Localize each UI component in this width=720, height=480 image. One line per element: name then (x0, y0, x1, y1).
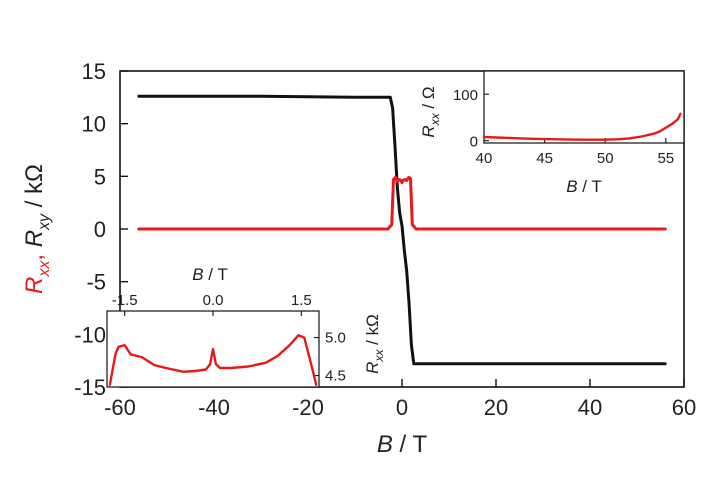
x-axis-unit: / T (393, 431, 428, 458)
main-x-tick-label: -60 (104, 395, 136, 420)
main-plot-frame (119, 70, 685, 388)
main-y-tick-label: 10 (82, 112, 106, 137)
main-y-tick-label: 15 (82, 59, 106, 84)
inset-low-field-x-tick-label: 1.5 (291, 292, 312, 309)
main-series-lines (137, 94, 667, 366)
y-axis-rxy-symbol: R (21, 230, 48, 247)
inset-low-field-x-unit: / T (204, 265, 228, 284)
inset-high-field-y-subscript: xx (428, 112, 442, 126)
y-axis-rxx-symbol: R (21, 277, 48, 294)
y-axis-rxy-subscript: xy (36, 213, 53, 231)
main-y-axis-title: Rxx, Rxy / kΩ (21, 164, 53, 294)
inset-low-field-y-symbol: R (363, 362, 382, 374)
inset-low-field-x-tick-label: -1.5 (112, 292, 138, 309)
main-x-tick-label: 40 (578, 395, 602, 420)
y-axis-rxx-subscript: xx (36, 260, 53, 278)
inset-high-field-y-tick-label: 0 (470, 134, 478, 151)
inset-high-field-ticks: 40 45 50 55 0 100 (453, 87, 674, 167)
inset-low-field-x-tick-label: 0.0 (203, 292, 224, 309)
inset-low-field-y-subscript: xx (372, 349, 386, 363)
inset-low-field-x-var: B (192, 265, 203, 284)
inset-high-field-x-tick-label: 40 (476, 150, 493, 167)
inset-low-field-lines (108, 334, 318, 386)
inset-high-field-y-unit: / Ω (419, 86, 438, 113)
inset-high-field-y-symbol: R (419, 125, 438, 137)
inset-low-field-ticks: -1.5 0.0 1.5 4.5 5.0 (112, 292, 346, 385)
main-y-tick-label: 0 (94, 217, 106, 242)
main-y-tick-label: -5 (86, 270, 106, 295)
inset-high-field-y-title: Rxx / Ω (419, 86, 442, 137)
main-plot: -60 -40 -20 0 20 40 60 -15 -10 -5 0 5 10 15 B / T Rxx… (21, 59, 696, 458)
inset-low-field-y-tick-label: 5.0 (325, 330, 346, 347)
inset-high-field-y-tick-label: 100 (453, 87, 478, 104)
main-x-axis-title: B / T (377, 431, 428, 458)
inset-high-field-x-title: B / T (566, 177, 602, 196)
inset-low-field-y-unit: / kΩ (363, 314, 382, 349)
y-axis-unit: / kΩ (21, 164, 48, 214)
inset-low-field-y-tick-label: 4.5 (325, 368, 346, 385)
main-y-tick-label: -10 (74, 322, 106, 347)
inset-low-field-series-rxx (108, 334, 318, 386)
inset-high-field-x-tick-label: 50 (597, 150, 614, 167)
main-series-rxy (137, 94, 667, 366)
inset-low-field: -1.5 0.0 1.5 4.5 5.0 B / T Rxx / kΩ (106, 265, 386, 388)
main-x-tick-label: -20 (292, 395, 324, 420)
y-axis-separator: , (21, 247, 48, 260)
inset-high-field-frame (483, 70, 685, 144)
main-y-tick-label: -15 (74, 375, 106, 400)
main-series-rxx (137, 175, 667, 231)
main-x-tick-label: 60 (672, 395, 696, 420)
inset-high-field-x-tick-label: 55 (657, 150, 674, 167)
main-x-tick-label: -40 (198, 395, 230, 420)
inset-low-field-x-title: B / T (192, 265, 228, 284)
inset-low-field-y-title: Rxx / kΩ (363, 314, 386, 374)
main-x-tick-label: 20 (484, 395, 508, 420)
inset-high-field-x-tick-label: 45 (536, 150, 553, 167)
x-axis-var: B (377, 431, 393, 458)
main-x-tick-label: 0 (396, 395, 408, 420)
inset-high-field: 40 45 50 55 0 100 B / T Rxx / Ω (419, 70, 685, 196)
main-y-tick-label: 5 (94, 164, 106, 189)
inset-high-field-lines (482, 112, 682, 141)
inset-high-field-series-rxx (482, 112, 682, 141)
inset-high-field-x-unit: / T (578, 177, 602, 196)
inset-high-field-x-var: B (566, 177, 577, 196)
